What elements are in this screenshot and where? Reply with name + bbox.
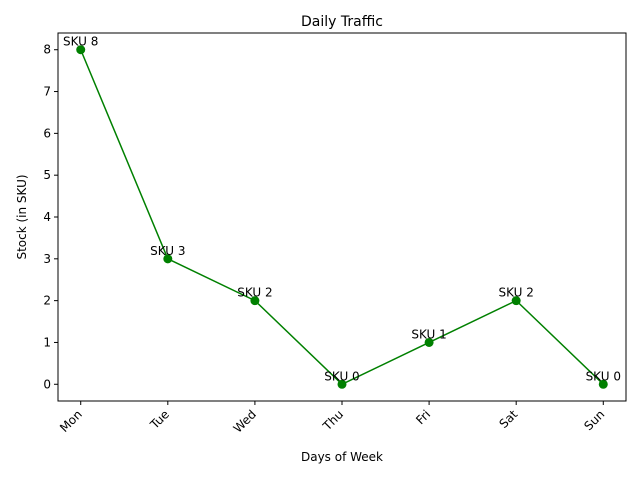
data-point-label: SKU 0: [586, 369, 621, 383]
data-point-label: SKU 0: [324, 369, 359, 383]
series-markers: [76, 45, 608, 389]
x-axis-label: Days of Week: [301, 450, 383, 464]
y-tick-label: 8: [43, 43, 51, 57]
series-line: [80, 49, 604, 386]
data-labels: SKU 8 SKU 3 SKU 2 SKU 0 SKU 1 SKU 2 SKU 0: [63, 35, 621, 384]
data-point-marker: [250, 296, 260, 306]
y-axis-ticks: 0 1 2 3 4 5 6 7 8: [43, 43, 58, 391]
y-tick-label: 0: [43, 377, 51, 391]
data-point-label: SKU 2: [498, 286, 533, 300]
y-tick-label: 2: [43, 294, 51, 308]
x-tick-label: Mon: [57, 407, 85, 435]
x-tick-label: Thu: [320, 407, 347, 434]
chart-title: Daily Traffic: [301, 14, 383, 30]
data-point-marker: [424, 337, 434, 347]
y-tick-label: 4: [43, 210, 51, 224]
x-tick-label: Wed: [231, 407, 259, 435]
x-tick-label: Tue: [147, 407, 172, 432]
data-point-marker: [163, 254, 173, 264]
data-point-label: SKU 1: [411, 327, 446, 341]
y-tick-label: 3: [43, 252, 51, 266]
data-point-label: SKU 8: [63, 35, 98, 49]
data-point-marker: [598, 379, 608, 389]
data-point-marker: [76, 45, 86, 55]
x-axis-ticks: Mon Tue Wed Thu Fri Sat Sun: [57, 401, 607, 436]
data-point-label: SKU 3: [150, 244, 185, 258]
data-point-label: SKU 2: [237, 286, 272, 300]
x-tick-label: Sun: [581, 407, 607, 433]
y-axis-label: Stock (in SKU): [15, 174, 29, 259]
plot-area-frame: [57, 32, 627, 402]
data-point-marker: [337, 379, 347, 389]
y-tick-label: 6: [43, 126, 51, 140]
y-tick-label: 7: [43, 85, 51, 99]
data-point-marker: [511, 296, 521, 306]
x-tick-label: Fri: [413, 407, 433, 427]
x-tick-label: Sat: [496, 407, 520, 431]
y-tick-label: 1: [43, 335, 51, 349]
y-tick-label: 5: [43, 168, 51, 182]
